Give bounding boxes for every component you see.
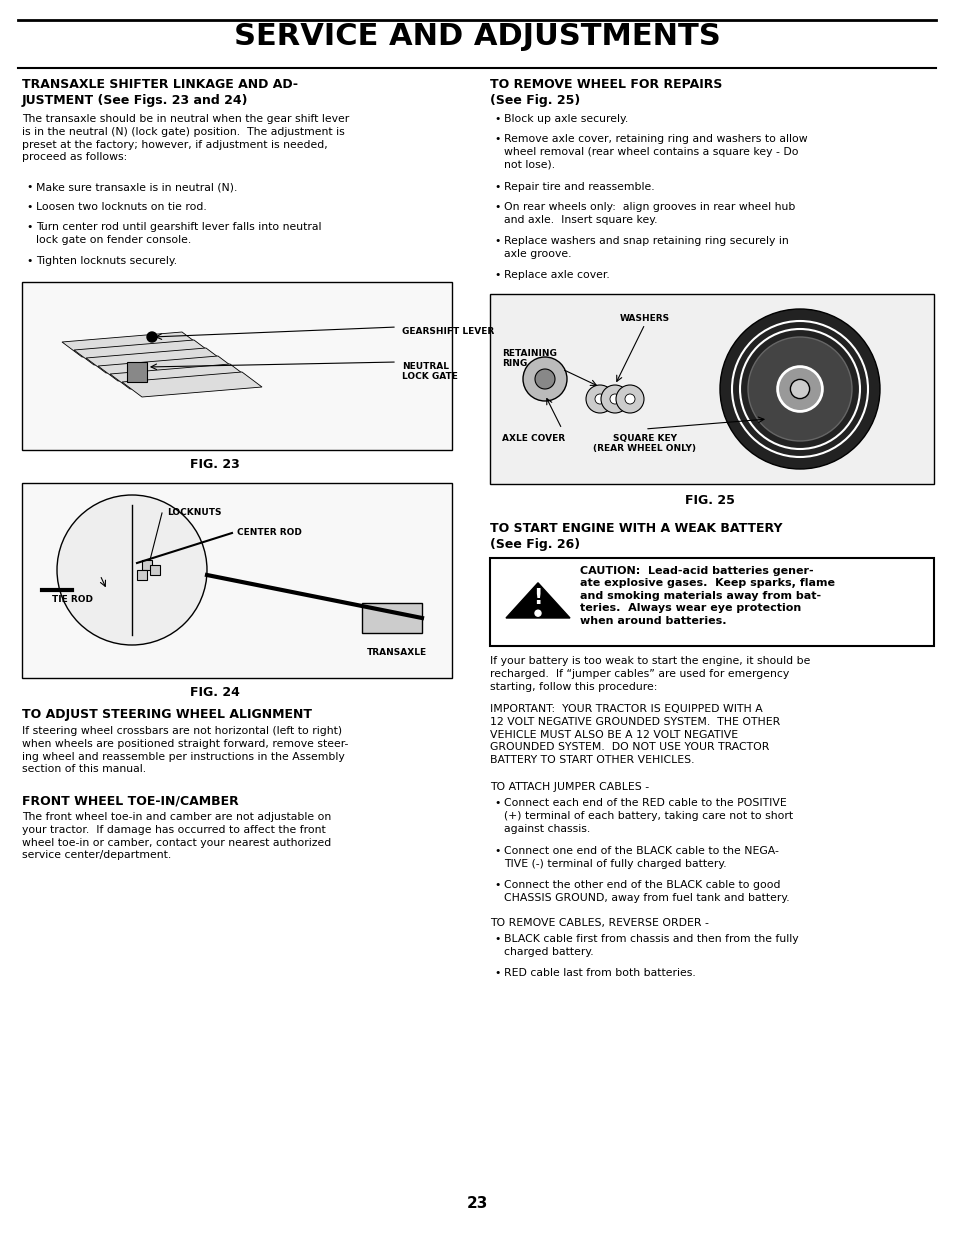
Text: RED cable last from both batteries.: RED cable last from both batteries. [503, 968, 695, 978]
Circle shape [535, 370, 555, 389]
Polygon shape [505, 583, 569, 618]
Text: TRANSAXLE SHIFTER LINKAGE AND AD-: TRANSAXLE SHIFTER LINKAGE AND AD- [22, 78, 297, 91]
Text: •: • [494, 968, 500, 978]
Text: FIG. 23: FIG. 23 [190, 459, 239, 471]
Text: Remove axle cover, retaining ring and washers to allow
wheel removal (rear wheel: Remove axle cover, retaining ring and wa… [503, 133, 807, 169]
Text: If your battery is too weak to start the engine, it should be
recharged.  If “ju: If your battery is too weak to start the… [490, 656, 809, 692]
Text: •: • [26, 222, 32, 232]
Polygon shape [110, 363, 250, 389]
Text: The front wheel toe-in and camber are not adjustable on
your tractor.  If damage: The front wheel toe-in and camber are no… [22, 812, 331, 860]
Text: Loosen two locknuts on tie rod.: Loosen two locknuts on tie rod. [36, 201, 207, 213]
Circle shape [585, 384, 614, 413]
Text: •: • [494, 269, 500, 281]
Polygon shape [86, 349, 226, 373]
Text: •: • [494, 236, 500, 246]
Text: SQUARE KEY
(REAR WHEEL ONLY): SQUARE KEY (REAR WHEEL ONLY) [593, 434, 696, 454]
Text: LOCKNUTS: LOCKNUTS [167, 508, 221, 517]
Text: •: • [494, 182, 500, 192]
Text: Connect the other end of the BLACK cable to good
CHASSIS GROUND, away from fuel : Connect the other end of the BLACK cable… [503, 880, 789, 902]
Circle shape [790, 379, 809, 398]
Text: WASHERS: WASHERS [619, 314, 669, 323]
Text: TO START ENGINE WITH A WEAK BATTERY: TO START ENGINE WITH A WEAK BATTERY [490, 522, 781, 535]
Bar [490, 294, 933, 485]
Text: •: • [494, 201, 500, 213]
Text: JUSTMENT (See Figs. 23 and 24): JUSTMENT (See Figs. 23 and 24) [22, 94, 248, 108]
Text: Turn center rod until gearshift lever falls into neutral
lock gate on fender con: Turn center rod until gearshift lever fa… [36, 222, 321, 245]
Circle shape [595, 394, 604, 404]
Circle shape [609, 394, 619, 404]
Bar [361, 603, 421, 633]
Text: Make sure transaxle is in neutral (N).: Make sure transaxle is in neutral (N). [36, 182, 237, 192]
Text: AXLE COVER: AXLE COVER [501, 434, 564, 442]
Circle shape [720, 309, 879, 468]
Bar [22, 483, 452, 679]
Text: GEARSHIFT LEVER: GEARSHIFT LEVER [401, 328, 494, 336]
Text: On rear wheels only:  align grooves in rear wheel hub
and axle.  Insert square k: On rear wheels only: align grooves in re… [503, 201, 795, 225]
Text: TO REMOVE WHEEL FOR REPAIRS: TO REMOVE WHEEL FOR REPAIRS [490, 78, 721, 91]
Text: TO REMOVE CABLES, REVERSE ORDER -: TO REMOVE CABLES, REVERSE ORDER - [490, 918, 708, 928]
Circle shape [535, 611, 540, 617]
Text: SERVICE AND ADJUSTMENTS: SERVICE AND ADJUSTMENTS [233, 22, 720, 51]
Polygon shape [122, 372, 262, 397]
Text: •: • [26, 201, 32, 213]
FancyBboxPatch shape [137, 570, 147, 580]
Text: FIG. 24: FIG. 24 [190, 686, 239, 700]
Text: Block up axle securely.: Block up axle securely. [503, 114, 628, 124]
Text: Tighten locknuts securely.: Tighten locknuts securely. [36, 256, 177, 266]
Text: (See Fig. 25): (See Fig. 25) [490, 94, 579, 108]
Text: CENTER ROD: CENTER ROD [236, 528, 301, 536]
Circle shape [147, 332, 157, 342]
Text: IMPORTANT:  YOUR TRACTOR IS EQUIPPED WITH A
12 VOLT NEGATIVE GROUNDED SYSTEM.  T: IMPORTANT: YOUR TRACTOR IS EQUIPPED WITH… [490, 705, 780, 765]
Text: Repair tire and reassemble.: Repair tire and reassemble. [503, 182, 654, 192]
Text: BLACK cable first from chassis and then from the fully
charged battery.: BLACK cable first from chassis and then … [503, 934, 798, 957]
Text: •: • [26, 182, 32, 192]
FancyBboxPatch shape [142, 560, 152, 570]
Text: CAUTION:  Lead-acid batteries gener-
ate explosive gases.  Keep sparks, flame
an: CAUTION: Lead-acid batteries gener- ate … [579, 566, 834, 625]
Text: The transaxle should be in neutral when the gear shift lever
is in the neutral (: The transaxle should be in neutral when … [22, 114, 349, 162]
Bar [490, 557, 933, 646]
Text: If steering wheel crossbars are not horizontal (left to right)
when wheels are p: If steering wheel crossbars are not hori… [22, 726, 348, 775]
Text: •: • [494, 798, 500, 808]
Text: •: • [494, 114, 500, 124]
Text: (See Fig. 26): (See Fig. 26) [490, 538, 579, 551]
Text: Connect each end of the RED cable to the POSITIVE
(+) terminal of each battery, : Connect each end of the RED cable to the… [503, 798, 792, 833]
Text: Replace washers and snap retaining ring securely in
axle groove.: Replace washers and snap retaining ring … [503, 236, 788, 258]
Text: •: • [26, 256, 32, 266]
Polygon shape [98, 356, 237, 381]
Polygon shape [127, 362, 147, 382]
Circle shape [777, 367, 821, 412]
Text: !: ! [533, 588, 542, 608]
Text: •: • [494, 845, 500, 857]
Bar [22, 282, 452, 450]
Circle shape [624, 394, 635, 404]
Circle shape [522, 357, 566, 400]
Text: RETAINING
RING: RETAINING RING [501, 349, 557, 368]
Circle shape [600, 384, 628, 413]
Text: FIG. 25: FIG. 25 [684, 494, 734, 507]
Polygon shape [74, 340, 213, 365]
FancyBboxPatch shape [150, 565, 160, 575]
Text: TO ATTACH JUMPER CABLES -: TO ATTACH JUMPER CABLES - [490, 782, 648, 792]
Polygon shape [62, 332, 202, 357]
Text: TO ADJUST STEERING WHEEL ALIGNMENT: TO ADJUST STEERING WHEEL ALIGNMENT [22, 708, 312, 721]
Text: •: • [494, 934, 500, 944]
Circle shape [616, 384, 643, 413]
Text: 23: 23 [466, 1196, 487, 1211]
Text: FRONT WHEEL TOE-IN/CAMBER: FRONT WHEEL TOE-IN/CAMBER [22, 794, 238, 807]
Circle shape [57, 494, 207, 645]
Text: NEUTRAL
LOCK GATE: NEUTRAL LOCK GATE [401, 362, 457, 382]
Text: Connect one end of the BLACK cable to the NEGA-
TIVE (-) terminal of fully charg: Connect one end of the BLACK cable to th… [503, 845, 778, 869]
Circle shape [747, 337, 851, 441]
Text: •: • [494, 880, 500, 890]
Text: Replace axle cover.: Replace axle cover. [503, 269, 609, 281]
Text: TIE ROD: TIE ROD [52, 595, 92, 604]
Text: TRANSAXLE: TRANSAXLE [367, 648, 427, 658]
Text: •: • [494, 133, 500, 145]
